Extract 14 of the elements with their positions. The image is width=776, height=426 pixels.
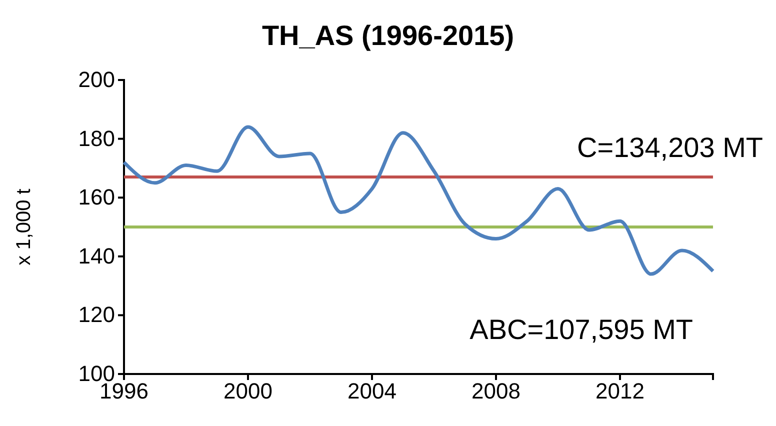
line-series	[122, 125, 715, 276]
chart-title: TH_AS (1996-2015)	[262, 20, 514, 51]
x-tick-label: 2008	[472, 378, 520, 404]
x-tick-label: 2000	[224, 378, 272, 404]
y-tick-label: 120	[78, 302, 115, 328]
y-tick-label: 140	[78, 243, 115, 268]
y-axis-title: x 1,000 t	[13, 188, 35, 266]
y-tick-label: 180	[78, 126, 115, 151]
y-tick-label: 160	[78, 184, 115, 210]
x-tick-label: 2004	[348, 378, 396, 404]
x-tick-label: 2012	[596, 378, 644, 404]
y-tick-label: 200	[78, 67, 115, 92]
annotation: C=134,203 MT	[577, 132, 763, 163]
annotation: ABC=107,595 MT	[470, 314, 693, 345]
